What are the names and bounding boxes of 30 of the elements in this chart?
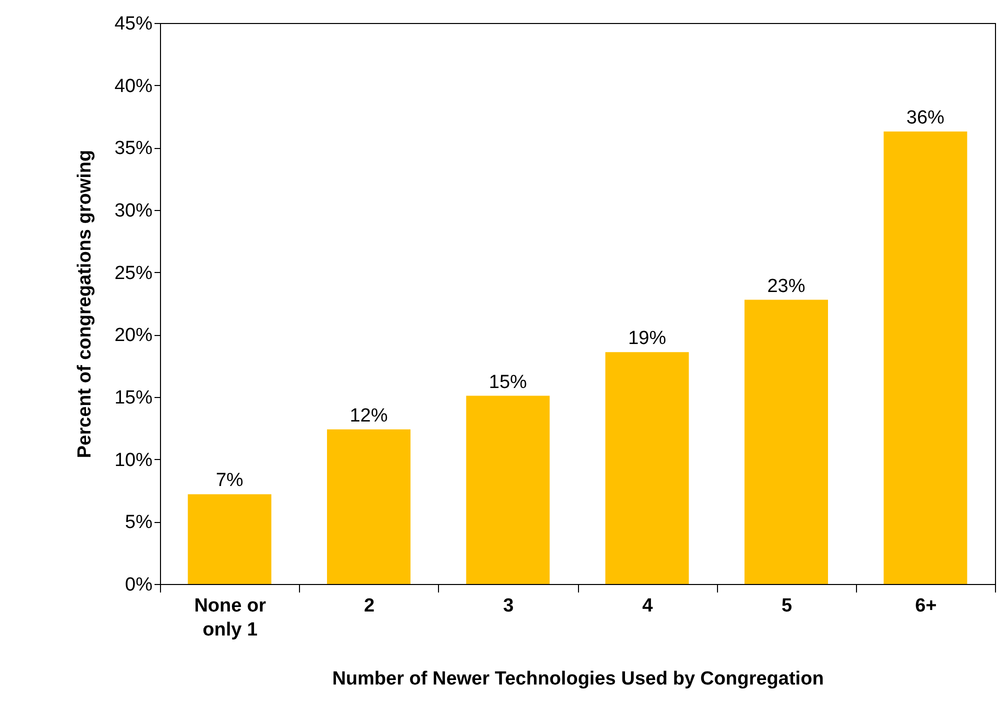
y-tick-label: 20% [114, 325, 153, 346]
y-tick-label: 40% [114, 76, 153, 97]
data-label: 36% [906, 107, 945, 128]
y-tick-label: 25% [114, 262, 153, 284]
data-label: 15% [488, 372, 528, 393]
y-tick-label: 30% [114, 200, 153, 222]
data-label: 19% [628, 328, 666, 350]
x-axis-title: Number of Newer Technologies Used by Congregation [332, 668, 824, 690]
y-tick-label: 0% [125, 574, 153, 596]
y-tick-label: 35% [114, 138, 153, 160]
bar [327, 429, 410, 584]
x-tick-label: 5 [781, 596, 792, 616]
x-tick-label: 2 [364, 596, 375, 616]
y-axis-title: Percent of congregations growing [74, 150, 96, 458]
x-tick-label: 3 [503, 596, 514, 616]
bar [605, 352, 689, 584]
data-label: 23% [767, 276, 806, 297]
y-tick-label: 45% [114, 14, 153, 34]
x-tick-label: 4 [642, 596, 654, 616]
y-tick-label: 15% [114, 388, 153, 408]
data-label: 7% [216, 470, 244, 492]
data-label: 12% [350, 405, 388, 426]
y-tick-label: 5% [125, 512, 153, 534]
bar [884, 131, 968, 584]
y-tick-label: 10% [114, 450, 153, 471]
bar [744, 300, 828, 584]
bar [466, 396, 550, 584]
x-tick-label: None or only 1 [194, 596, 267, 640]
bar [188, 494, 272, 584]
x-tick-label: 6+ [915, 596, 937, 616]
